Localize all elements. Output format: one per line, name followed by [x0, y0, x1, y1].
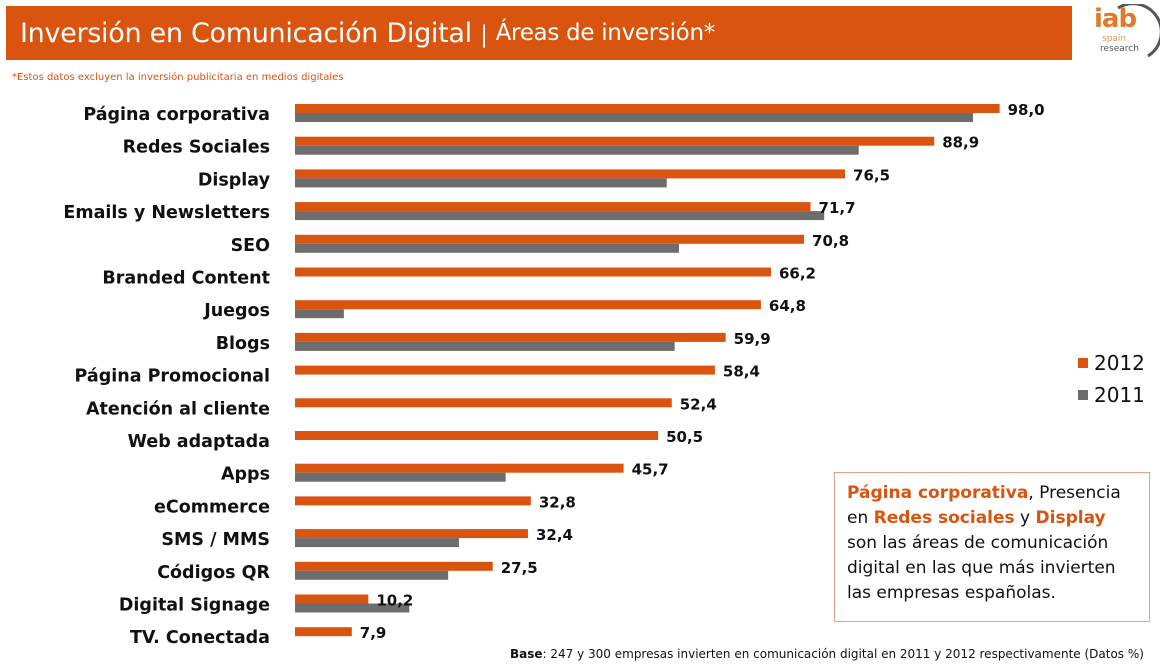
value-label-2012: 64,8	[769, 297, 806, 315]
bar-2011	[295, 309, 344, 319]
category-label: Branded Content	[102, 269, 270, 289]
bar-2011	[295, 211, 825, 221]
bar-2011	[295, 178, 667, 188]
bar-2012	[295, 496, 531, 506]
value-label-2012: 88,9	[942, 134, 979, 152]
bar-2012	[295, 365, 715, 375]
value-label-2012: 76,5	[853, 166, 890, 184]
value-label-2012: 98,0	[1008, 101, 1045, 119]
callout-text-1: , Presencia en	[847, 483, 1121, 528]
callout-text-3: son las áreas de comunicación digital en…	[847, 533, 1116, 603]
footnote-note: *Estos datos excluyen la inversión publi…	[12, 72, 344, 83]
bar-2012	[295, 104, 1000, 113]
value-label-2012: 70,8	[812, 232, 849, 250]
value-label-2012: 71,7	[819, 199, 856, 217]
bar-2012	[295, 267, 771, 277]
category-label: Redes Sociales	[123, 138, 270, 158]
bar-2012	[295, 234, 805, 244]
bar-2012	[295, 300, 761, 310]
value-label-2012: 59,9	[734, 330, 771, 348]
bar-2012	[295, 332, 726, 342]
category-label: SEO	[231, 236, 270, 256]
value-label-2012: 32,8	[539, 493, 576, 511]
value-label-2012: 32,4	[536, 526, 573, 544]
category-label: Blogs	[216, 334, 270, 354]
legend-swatch-2012	[1078, 358, 1088, 368]
page-title: Inversión en Comunicación Digital |	[20, 17, 488, 49]
logo-research: research	[1100, 44, 1139, 54]
category-label: SMS / MMS	[161, 530, 270, 550]
legend-swatch-2011	[1078, 390, 1088, 400]
base-text: : 247 y 300 empresas invierten en comuni…	[542, 647, 1144, 661]
category-label: eCommerce	[154, 497, 270, 517]
category-label: Juegos	[203, 301, 270, 321]
bar-2012	[295, 529, 528, 539]
bar-2011	[295, 603, 410, 613]
bar-2012	[295, 136, 935, 146]
page-subtitle: Áreas de inversión*	[495, 20, 716, 46]
bar-2012	[295, 463, 624, 473]
category-label: Atención al cliente	[86, 399, 270, 419]
legend: 2012 2011	[1078, 347, 1145, 411]
legend-label-2011: 2011	[1094, 383, 1145, 407]
logo-spain: spain	[1102, 34, 1127, 44]
value-label-2012: 66,2	[779, 265, 816, 283]
bar-2012	[295, 169, 846, 179]
logo-text: iab	[1094, 4, 1137, 34]
category-label: Digital Signage	[119, 596, 270, 616]
title-bar: Inversión en Comunicación Digital | Área…	[6, 6, 1072, 60]
bar-2012	[295, 398, 672, 408]
value-label-2012: 45,7	[632, 461, 669, 479]
bar-2012	[295, 431, 659, 440]
value-label-2012: 7,9	[360, 624, 387, 642]
value-label-2012: 58,4	[723, 363, 760, 381]
category-label: Display	[198, 170, 271, 190]
category-label: TV. Conectada	[130, 628, 270, 648]
bar-2011	[295, 113, 974, 122]
category-label: Emails y Newsletters	[63, 203, 270, 223]
base-footnote: Base: 247 y 300 empresas invierten en co…	[510, 647, 1144, 661]
bar-2011	[295, 472, 506, 482]
legend-item-2012: 2012	[1078, 347, 1145, 379]
bar-2012	[295, 594, 369, 604]
callout-highlight-2: Redes sociales	[873, 508, 1015, 528]
category-label: Apps	[221, 465, 270, 485]
category-label: Códigos QR	[157, 563, 270, 583]
value-label-2012: 50,5	[666, 428, 703, 446]
iab-logo: iab spain research	[1090, 4, 1160, 64]
logo-arc-icon	[1117, 4, 1160, 58]
bar-2011	[295, 538, 459, 548]
callout-text-2: y	[1014, 508, 1036, 528]
value-label-2012: 27,5	[501, 559, 538, 577]
base-label: Base	[510, 647, 543, 661]
category-label: Web adaptada	[128, 432, 270, 452]
bar-2011	[295, 243, 679, 253]
callout-box: Página corporativa, Presencia en Redes s…	[834, 472, 1150, 622]
callout-highlight-3: Display	[1035, 508, 1106, 528]
value-label-2012: 52,4	[680, 395, 717, 413]
callout-highlight-1: Página corporativa	[847, 483, 1029, 503]
bar-2012	[295, 561, 493, 571]
legend-label-2012: 2012	[1094, 351, 1145, 375]
bar-2011	[295, 145, 859, 155]
category-label: Página corporativa	[83, 105, 270, 125]
bar-2011	[295, 341, 675, 351]
bar-2012	[295, 627, 352, 637]
bar-2012	[295, 202, 811, 212]
bar-2011	[295, 570, 449, 580]
legend-item-2011: 2011	[1078, 379, 1145, 411]
category-label: Página Promocional	[75, 367, 270, 387]
value-label-2012: 10,2	[376, 592, 413, 610]
